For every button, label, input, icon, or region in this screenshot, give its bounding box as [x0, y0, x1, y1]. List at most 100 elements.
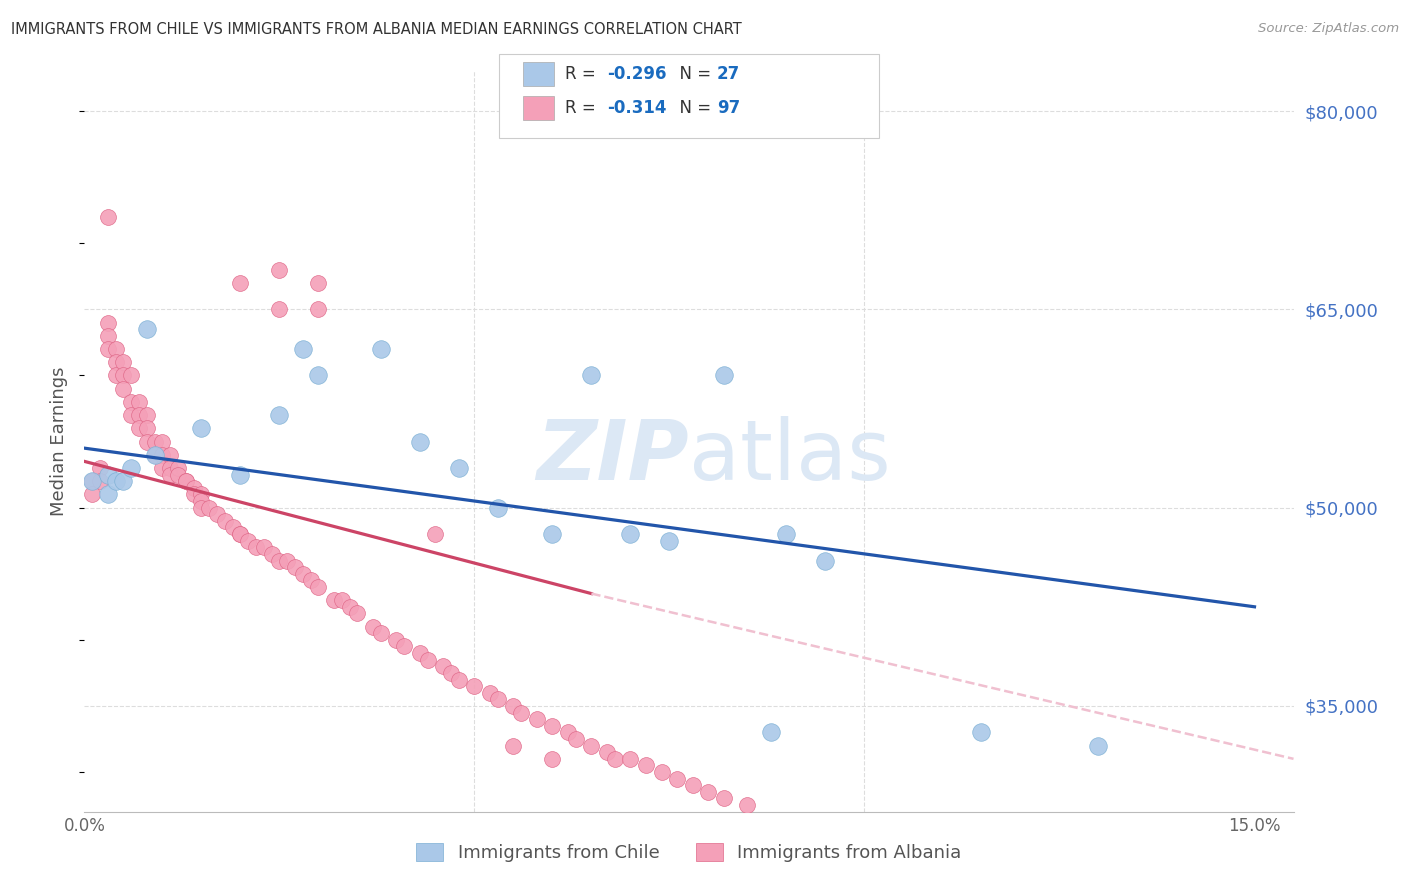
Point: [229, 527, 252, 541]
Point: [713, 791, 735, 805]
Point: [97, 210, 120, 224]
Y-axis label: Median Earnings: Median Earnings: [51, 367, 69, 516]
Text: R =: R =: [565, 99, 602, 117]
Point: [581, 368, 603, 383]
Point: [260, 547, 283, 561]
Point: [269, 408, 291, 422]
Point: [339, 599, 361, 614]
Point: [269, 302, 291, 317]
Point: [245, 541, 267, 555]
Point: [737, 798, 759, 813]
Point: [970, 725, 993, 739]
Point: [150, 461, 173, 475]
Point: [486, 500, 509, 515]
Point: [307, 302, 329, 317]
Point: [526, 712, 548, 726]
Point: [346, 607, 368, 621]
Point: [112, 474, 135, 488]
Point: [651, 765, 673, 780]
Point: [174, 474, 197, 488]
Point: [143, 434, 166, 449]
Point: [198, 500, 221, 515]
Point: [603, 752, 626, 766]
Point: [82, 487, 104, 501]
Point: [1087, 739, 1109, 753]
Point: [370, 342, 392, 356]
Point: [89, 461, 111, 475]
Text: atlas: atlas: [689, 416, 890, 497]
Point: [104, 474, 127, 488]
Point: [541, 752, 564, 766]
Point: [502, 739, 524, 753]
Point: [276, 553, 298, 567]
Point: [205, 508, 228, 522]
Point: [221, 520, 243, 534]
Point: [229, 527, 252, 541]
Point: [425, 527, 447, 541]
Point: [167, 467, 190, 482]
Point: [135, 322, 157, 336]
Point: [229, 467, 252, 482]
Point: [713, 368, 735, 383]
Point: [565, 731, 588, 746]
Point: [323, 593, 346, 607]
Point: [619, 527, 641, 541]
Point: [658, 533, 681, 548]
Point: [167, 461, 190, 475]
Text: R =: R =: [565, 65, 602, 83]
Point: [416, 653, 439, 667]
Point: [269, 262, 291, 277]
Point: [682, 778, 704, 792]
Point: [128, 408, 150, 422]
Point: [291, 566, 314, 581]
Point: [479, 686, 502, 700]
Point: [229, 276, 252, 290]
Point: [284, 560, 307, 574]
Point: [697, 785, 720, 799]
Point: [392, 640, 415, 654]
Point: [814, 553, 837, 567]
Point: [307, 368, 329, 383]
Text: 97: 97: [717, 99, 741, 117]
Point: [183, 481, 205, 495]
Point: [634, 758, 657, 772]
Point: [104, 368, 127, 383]
Point: [619, 752, 641, 766]
Point: [759, 725, 782, 739]
Text: IMMIGRANTS FROM CHILE VS IMMIGRANTS FROM ALBANIA MEDIAN EARNINGS CORRELATION CHA: IMMIGRANTS FROM CHILE VS IMMIGRANTS FROM…: [11, 22, 742, 37]
Text: 27: 27: [717, 65, 741, 83]
Point: [128, 395, 150, 409]
Point: [150, 448, 173, 462]
Point: [159, 467, 181, 482]
Legend: Immigrants from Chile, Immigrants from Albania: Immigrants from Chile, Immigrants from A…: [409, 836, 969, 870]
Point: [190, 487, 212, 501]
Point: [135, 408, 157, 422]
Point: [581, 739, 603, 753]
Point: [447, 461, 470, 475]
Point: [299, 574, 322, 588]
Point: [97, 342, 120, 356]
Text: N =: N =: [669, 65, 717, 83]
Point: [112, 382, 135, 396]
Point: [120, 461, 142, 475]
Point: [269, 553, 291, 567]
Point: [510, 706, 533, 720]
Text: Source: ZipAtlas.com: Source: ZipAtlas.com: [1258, 22, 1399, 36]
Point: [89, 474, 111, 488]
Point: [82, 474, 104, 488]
Point: [97, 328, 120, 343]
Point: [409, 434, 432, 449]
Point: [557, 725, 579, 739]
Point: [104, 342, 127, 356]
Point: [120, 408, 142, 422]
Point: [97, 316, 120, 330]
Point: [214, 514, 236, 528]
Point: [174, 474, 197, 488]
Point: [150, 434, 173, 449]
Point: [183, 487, 205, 501]
Point: [190, 421, 212, 435]
Point: [291, 342, 314, 356]
Point: [112, 368, 135, 383]
Point: [143, 448, 166, 462]
Point: [409, 646, 432, 660]
